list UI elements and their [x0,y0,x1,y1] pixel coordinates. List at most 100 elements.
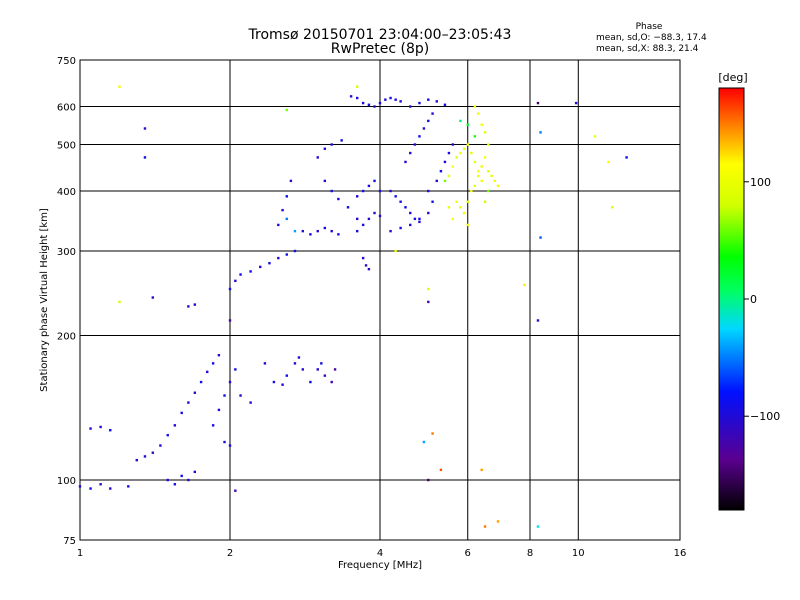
echo-point [316,156,319,159]
echo-point [418,220,421,224]
echo-point [477,112,480,115]
echo-point [281,208,284,212]
echo-point [483,200,487,203]
echo-point [217,353,221,357]
echo-point [418,101,421,105]
echo-point [89,487,92,490]
chart-title: Tromsø 20150701 23:04:00–23:05:43 [248,27,512,43]
echo-point [404,206,407,209]
echo-point [473,105,477,108]
echo-point [536,319,540,322]
y-tick-label: 75 [63,536,76,547]
echo-point [330,189,333,193]
echo-point [99,425,102,429]
echo-point [320,362,323,365]
echo-point [431,112,434,115]
echo-point [409,223,412,227]
echo-point [355,217,359,221]
echo-point [323,179,327,183]
echo-point [435,100,438,103]
echo-point [539,131,542,134]
echo-point [223,394,226,397]
chart-subtitle: RwPretec (8p) [330,41,430,57]
y-axis-label: Stationary phase Virtual Height [km] [39,208,50,392]
echo-point [399,200,402,203]
echo-point [293,362,297,365]
y-tick-label: 500 [57,141,76,152]
echo-point [364,264,368,267]
echo-point [180,411,183,415]
x-tick-label: 2 [227,548,233,559]
echo-point [373,211,376,215]
echo-point [361,223,365,227]
echo-point [422,440,426,444]
echo-point [409,105,412,108]
echo-point [394,98,397,101]
colorbar-tick-label: 0 [750,293,757,306]
echo-point [367,103,371,106]
echo-point [109,487,112,490]
echo-point [333,368,337,371]
echo-point [143,127,147,130]
echo-point [228,287,232,291]
echo-point [285,374,288,377]
echo-point [301,368,305,371]
echo-point [151,296,155,299]
echo-point [316,229,319,233]
echo-point [297,356,301,359]
echo-point [439,169,443,173]
echo-point [346,206,350,209]
x-tick-label: 16 [674,548,687,559]
y-tick-label: 300 [57,247,76,258]
echo-point [431,200,434,203]
echo-point [418,135,421,138]
echo-point [217,408,221,412]
echo-point [378,214,382,218]
echo-point [404,160,407,164]
y-tick-label: 400 [57,187,76,198]
echo-point [143,156,147,159]
echo-point [593,135,597,138]
echo-point [459,151,462,155]
echo-point [367,184,371,188]
echo-point [409,211,412,215]
echo-point [135,458,138,462]
echo-point [143,455,147,458]
echo-point [355,96,359,100]
echo-point [127,485,130,488]
echo-point [187,478,190,482]
echo-point [487,189,490,193]
echo-point [234,279,237,283]
echo-point [470,151,473,155]
echo-point [373,105,376,108]
echo-point [228,380,232,384]
x-axis-label: Frequency [MHz] [338,560,422,571]
echo-point [349,95,353,98]
echo-point [607,160,610,164]
echo-point [367,267,371,271]
echo-point [234,489,237,492]
echo-point [431,432,434,435]
echo-point [223,440,226,444]
phase-stats-x-mode: mean, sd,X: 88.3, 21.4 [596,44,699,54]
echo-point [378,189,382,193]
grid-lines [80,60,680,540]
echo-point [211,362,215,365]
echo-point [355,85,359,88]
echo-point [462,211,466,215]
echo-point [427,119,430,123]
echo-point [413,143,417,146]
y-tick-label: 100 [57,476,76,487]
echo-point [259,265,262,269]
echo-point [281,383,284,386]
echo-point [277,256,280,260]
echo-point [394,195,397,198]
echo-point [289,179,293,183]
echo-point [451,165,455,168]
echo-point [151,451,155,454]
echo-point [413,217,417,221]
echo-point [439,468,443,472]
echo-point [418,217,421,221]
echo-point [89,427,92,430]
echo-point [389,189,392,193]
